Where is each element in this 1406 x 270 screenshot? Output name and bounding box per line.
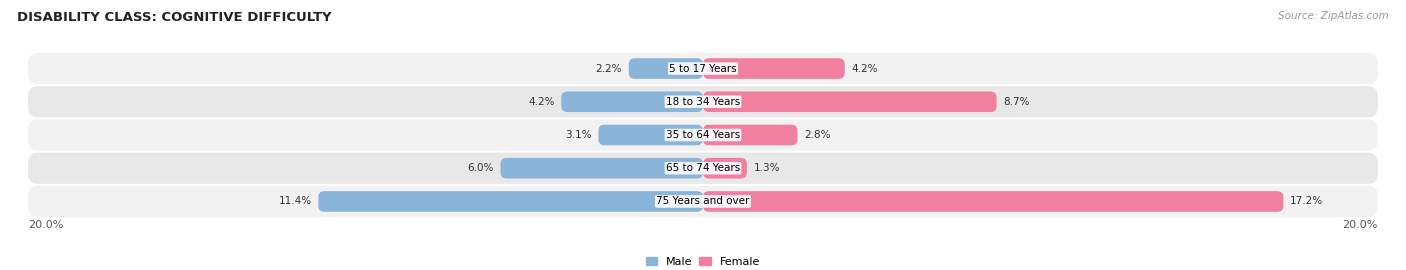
FancyBboxPatch shape bbox=[703, 191, 1284, 212]
FancyBboxPatch shape bbox=[703, 158, 747, 178]
FancyBboxPatch shape bbox=[28, 119, 1378, 151]
FancyBboxPatch shape bbox=[599, 125, 703, 145]
FancyBboxPatch shape bbox=[501, 158, 703, 178]
Text: 8.7%: 8.7% bbox=[1004, 97, 1029, 107]
Text: 3.1%: 3.1% bbox=[565, 130, 592, 140]
Text: 18 to 34 Years: 18 to 34 Years bbox=[666, 97, 740, 107]
Text: 1.3%: 1.3% bbox=[754, 163, 780, 173]
Text: 4.2%: 4.2% bbox=[529, 97, 554, 107]
FancyBboxPatch shape bbox=[703, 125, 797, 145]
Text: 2.2%: 2.2% bbox=[596, 63, 621, 73]
FancyBboxPatch shape bbox=[28, 53, 1378, 84]
Text: 5 to 17 Years: 5 to 17 Years bbox=[669, 63, 737, 73]
Text: 17.2%: 17.2% bbox=[1291, 197, 1323, 207]
FancyBboxPatch shape bbox=[703, 58, 845, 79]
Text: 20.0%: 20.0% bbox=[28, 220, 63, 230]
FancyBboxPatch shape bbox=[703, 92, 997, 112]
Text: 6.0%: 6.0% bbox=[467, 163, 494, 173]
FancyBboxPatch shape bbox=[28, 186, 1378, 217]
Text: DISABILITY CLASS: COGNITIVE DIFFICULTY: DISABILITY CLASS: COGNITIVE DIFFICULTY bbox=[17, 11, 332, 24]
FancyBboxPatch shape bbox=[561, 92, 703, 112]
Text: Source: ZipAtlas.com: Source: ZipAtlas.com bbox=[1278, 11, 1389, 21]
Legend: Male, Female: Male, Female bbox=[641, 252, 765, 270]
Text: 4.2%: 4.2% bbox=[852, 63, 877, 73]
FancyBboxPatch shape bbox=[28, 86, 1378, 117]
Text: 35 to 64 Years: 35 to 64 Years bbox=[666, 130, 740, 140]
Text: 65 to 74 Years: 65 to 74 Years bbox=[666, 163, 740, 173]
Text: 75 Years and over: 75 Years and over bbox=[657, 197, 749, 207]
Text: 2.8%: 2.8% bbox=[804, 130, 831, 140]
FancyBboxPatch shape bbox=[628, 58, 703, 79]
FancyBboxPatch shape bbox=[28, 153, 1378, 184]
Text: 11.4%: 11.4% bbox=[278, 197, 312, 207]
FancyBboxPatch shape bbox=[318, 191, 703, 212]
Text: 20.0%: 20.0% bbox=[1343, 220, 1378, 230]
